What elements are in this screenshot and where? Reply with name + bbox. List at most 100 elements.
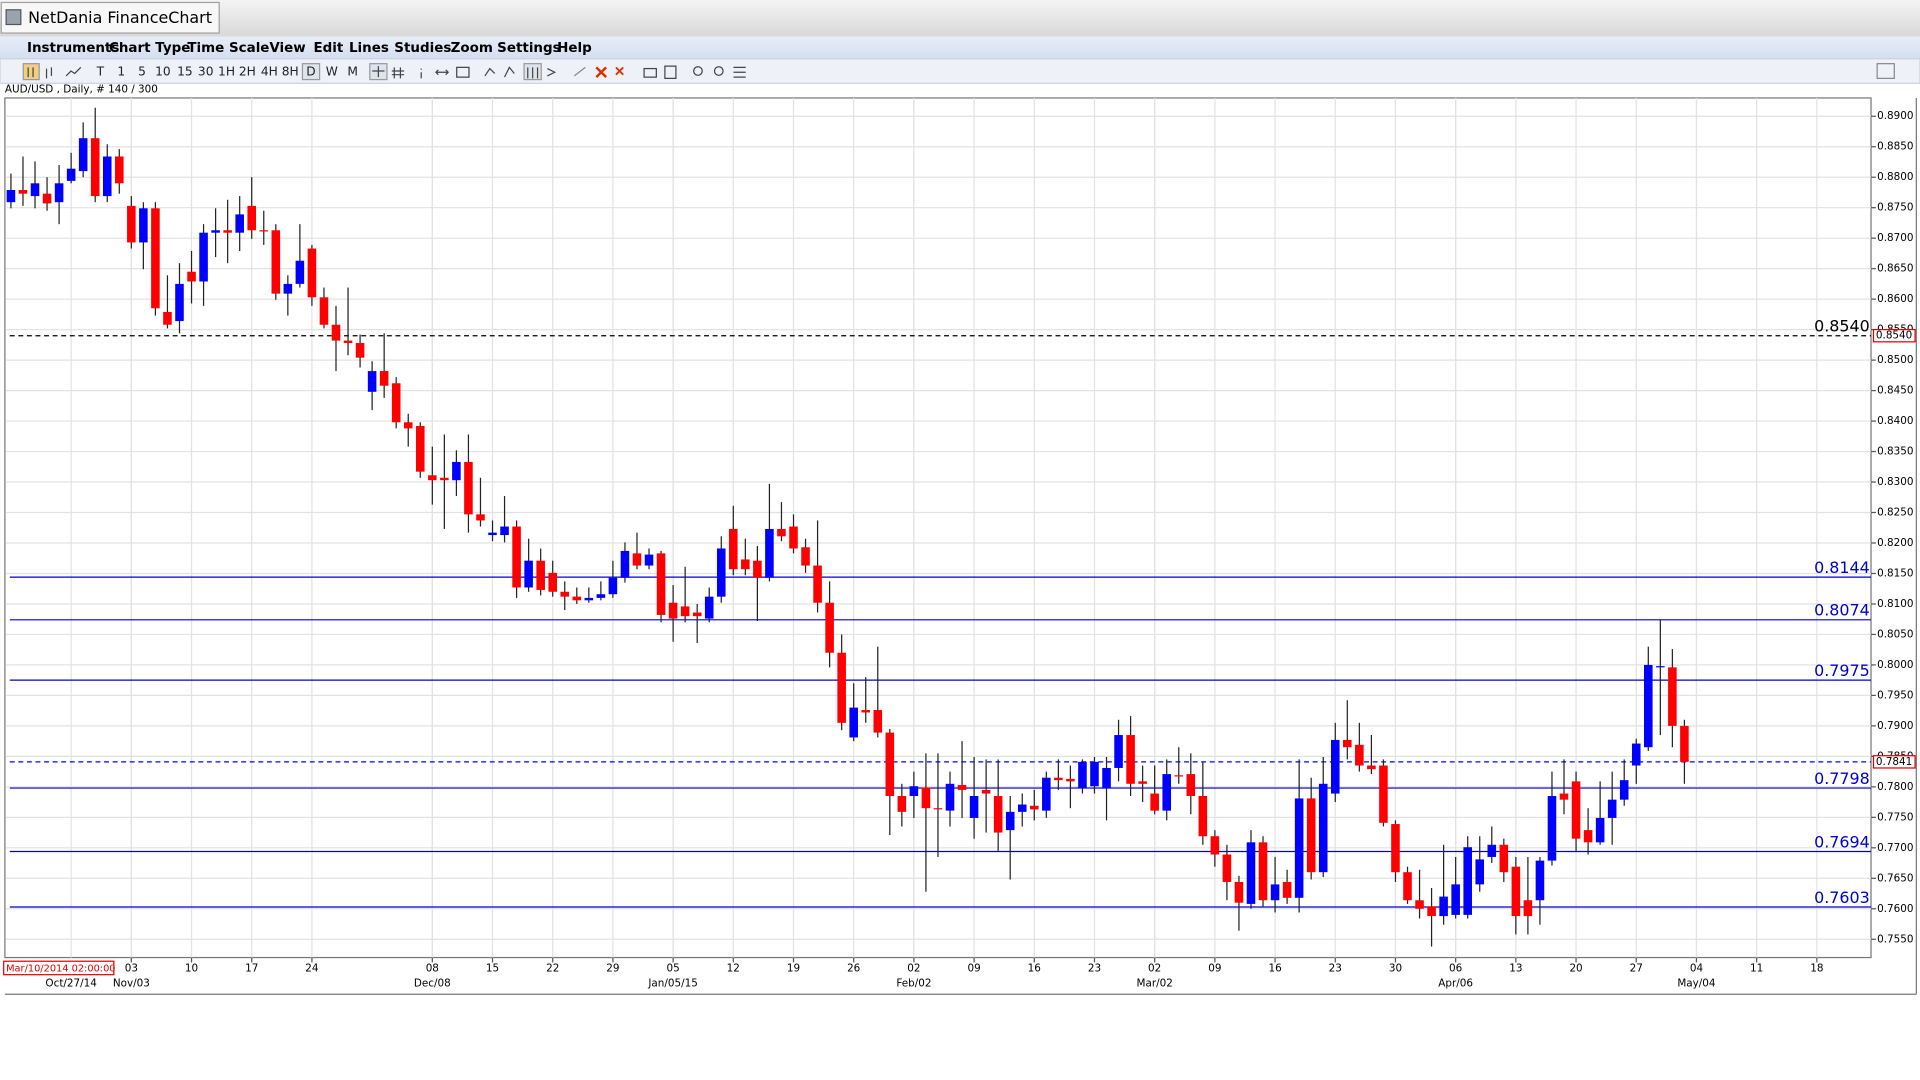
candle-body [1090, 761, 1099, 787]
candle-body [849, 707, 858, 738]
candle-body [42, 193, 52, 204]
candle-body [1150, 793, 1159, 811]
menu-item[interactable]: Help [557, 41, 592, 56]
x-tick-label: 23 [1329, 963, 1342, 975]
candle-body [572, 596, 582, 601]
candle-body [151, 208, 160, 309]
timeframe-button[interactable]: 30 [198, 65, 214, 79]
print-icon[interactable] [643, 67, 657, 78]
crosshair-icon[interactable] [372, 66, 385, 78]
menu-item[interactable]: View [269, 41, 305, 56]
candle-body [1102, 767, 1111, 788]
menu-bar [0, 36, 1920, 59]
timeframe-button[interactable]: 4H [261, 65, 278, 79]
volume-icon[interactable] [456, 66, 470, 78]
candle-body [969, 795, 979, 818]
candle-body [789, 526, 798, 549]
candle-body [1451, 884, 1460, 915]
bar-icon[interactable] [45, 67, 53, 79]
x-tick-label: 30 [1389, 963, 1402, 975]
candle-body [283, 283, 293, 294]
y-tick-label: 0.7550 [1877, 933, 1913, 945]
candle-body [355, 343, 365, 358]
timeframe-button[interactable]: M [347, 65, 358, 79]
pan-icon[interactable] [435, 69, 450, 76]
preview-icon[interactable] [664, 65, 677, 79]
candle-body [1162, 774, 1172, 811]
menu-item[interactable]: Instruments [27, 41, 119, 56]
timeframe-button[interactable]: 1H [218, 65, 235, 79]
candle-body [391, 383, 401, 423]
candle-body [367, 371, 377, 392]
x-tick-label: 08 [426, 963, 439, 975]
timeframe-button[interactable]: 5 [138, 65, 146, 79]
menu-item[interactable]: Chart Type [109, 41, 190, 56]
menu-item[interactable]: Studies [394, 41, 451, 56]
fit-icon[interactable] [733, 66, 746, 78]
candle-body [1631, 743, 1641, 766]
menu-item[interactable]: Edit [313, 41, 343, 56]
cursor-time-box [3, 960, 115, 976]
candle-body [1054, 777, 1063, 781]
fib-icon[interactable] [527, 67, 539, 79]
x-tick-label: 09 [1208, 963, 1221, 975]
timeframe-button[interactable]: 2H [239, 65, 256, 79]
candle-body [295, 260, 305, 284]
y-tick-label: 0.8450 [1877, 385, 1913, 397]
menu-item[interactable]: Lines [349, 41, 389, 56]
x-tick-label: 12 [727, 963, 740, 975]
menu-item[interactable]: Zoom [451, 41, 493, 56]
y-tick-label: 0.8700 [1877, 232, 1913, 244]
candle-body [1680, 725, 1689, 762]
candle-body [1559, 793, 1569, 800]
line-tool-icon[interactable] [573, 66, 586, 77]
timeframe-button[interactable]: 8H [282, 65, 299, 79]
candle-body [1499, 844, 1509, 873]
trendline-icon[interactable] [503, 66, 515, 78]
x-tick-label: 16 [1268, 963, 1281, 975]
x-tick-label: 27 [1630, 963, 1643, 975]
candle-icon[interactable] [27, 67, 34, 78]
candle-body [861, 710, 871, 713]
zoom-in-icon[interactable] [693, 66, 703, 76]
candle-body [415, 425, 425, 472]
candle-body [403, 422, 413, 429]
delete-all-icon[interactable] [615, 66, 624, 76]
y-tick-label: 0.8350 [1877, 446, 1913, 458]
x-tick-label: 19 [787, 963, 800, 975]
menu-item[interactable]: Settings [497, 41, 561, 56]
candle-body [1427, 906, 1436, 917]
candle-body [825, 602, 834, 653]
delete-icon[interactable] [595, 66, 607, 79]
menu-item[interactable]: Time Scale [187, 41, 269, 56]
candle-body [801, 547, 810, 566]
tool-button[interactable] [22, 63, 40, 81]
candle-body [1595, 817, 1605, 843]
candle-body [428, 475, 437, 481]
arrow-icon[interactable] [547, 68, 557, 77]
window-title: NetDania FinanceChart [28, 8, 212, 27]
candle-body [500, 526, 509, 536]
line-icon[interactable] [65, 66, 82, 77]
candle-body [1066, 778, 1075, 782]
timeframe-button[interactable]: W [326, 65, 338, 79]
timeframe-button[interactable]: 10 [155, 65, 171, 79]
grid-icon[interactable] [391, 67, 405, 79]
candle-body [18, 190, 28, 194]
timeframe-button[interactable]: D [306, 65, 315, 79]
candle-body [692, 612, 702, 617]
candle-body [1017, 804, 1027, 812]
x-tick-label: 11 [1750, 963, 1763, 975]
timeframe-button[interactable]: 1 [117, 65, 125, 79]
zoom-out-icon[interactable] [713, 66, 724, 76]
title-tab [0, 1, 220, 34]
trendline-icon[interactable] [484, 67, 496, 77]
timeframe-button[interactable]: 15 [177, 65, 193, 79]
candle-body [1294, 798, 1304, 898]
window-button[interactable] [1876, 63, 1895, 79]
candle-body [753, 560, 762, 578]
candle-body [1258, 842, 1268, 901]
timeframe-button[interactable]: T [96, 65, 105, 79]
y-tick-label: 0.8000 [1877, 659, 1913, 671]
x-tick-label: 02 [1148, 963, 1161, 975]
